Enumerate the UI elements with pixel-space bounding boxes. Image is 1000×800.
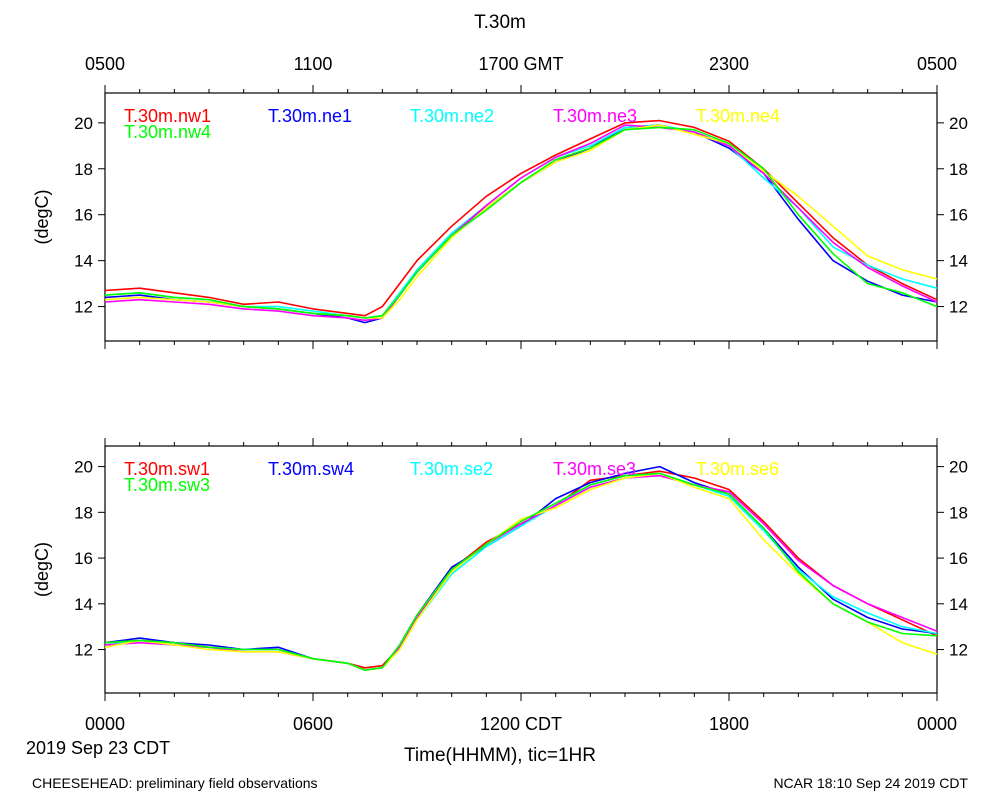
y-tick-label: 20 <box>949 114 968 133</box>
bottom-x-tick-label: 0000 <box>85 714 125 734</box>
legend-item-T.30m.se6: T.30m.se6 <box>696 459 779 479</box>
top-x-tick-label: 0500 <box>917 54 957 74</box>
bottom-x-tick-label: 0600 <box>293 714 333 734</box>
legend-item-T.30m.ne1: T.30m.ne1 <box>268 106 352 126</box>
bottom-x-tick-label: 1800 <box>709 714 749 734</box>
series-line-T.30m.nw4 <box>104 126 938 319</box>
y-tick-label: 12 <box>74 298 93 317</box>
y-tick-label: 16 <box>949 549 968 568</box>
legend-item-T.30m.sw3: T.30m.sw3 <box>124 475 210 495</box>
top-x-tick-label: 0500 <box>85 54 125 74</box>
legend-item-T.30m.nw1: T.30m.nw1 <box>124 106 211 126</box>
top-x-tick-label: 1100 <box>294 54 333 74</box>
date-label: 2019 Sep 23 CDT <box>26 738 171 758</box>
top-x-tick-label: 1700 GMT <box>478 54 563 74</box>
y-tick-label: 20 <box>74 114 93 133</box>
series-line-T.30m.se2 <box>104 472 938 671</box>
top-x-tick-label: 2300 <box>709 54 749 74</box>
legend-item-T.30m.nw4: T.30m.nw4 <box>124 122 211 142</box>
series-line-T.30m.ne3 <box>104 124 938 322</box>
bottom-x-tick-label: 0000 <box>917 714 957 734</box>
series-line-T.30m.nw1 <box>104 119 938 317</box>
y-tick-label: 14 <box>949 595 968 614</box>
footer-timestamp: NCAR 18:10 Sep 24 2019 CDT <box>773 775 968 791</box>
legend-item-T.30m.se3: T.30m.se3 <box>553 459 636 479</box>
y-tick-label: 20 <box>949 458 968 477</box>
chart-title: T.30m <box>474 12 526 33</box>
y-tick-label: 18 <box>949 160 968 179</box>
y-axis-label: (degC) <box>32 542 52 597</box>
y-tick-label: 16 <box>949 206 968 225</box>
series-line-T.30m.sw3 <box>104 472 938 671</box>
bottom-x-tick-label: 1200 CDT <box>480 714 562 734</box>
series-line-T.30m.se6 <box>104 472 938 671</box>
y-tick-label: 20 <box>74 458 93 477</box>
legend-item-T.30m.ne4: T.30m.ne4 <box>696 106 780 126</box>
y-tick-label: 18 <box>74 503 93 522</box>
y-tick-label: 18 <box>74 160 93 179</box>
legend-item-T.30m.sw1: T.30m.sw1 <box>124 459 210 479</box>
y-tick-label: 12 <box>74 641 93 660</box>
y-tick-label: 18 <box>949 503 968 522</box>
legend-item-T.30m.sw4: T.30m.sw4 <box>268 459 354 479</box>
series-line-T.30m.se3 <box>104 474 938 671</box>
legend-item-T.30m.ne3: T.30m.ne3 <box>553 106 637 126</box>
legend-item-T.30m.se2: T.30m.se2 <box>410 459 493 479</box>
footer-project: CHEESEHEAD: preliminary field observatio… <box>32 775 318 791</box>
x-axis-label: Time(HHMM), tic=1HR <box>404 745 596 766</box>
y-tick-label: 16 <box>74 206 93 225</box>
y-tick-label: 12 <box>949 298 968 317</box>
y-tick-label: 14 <box>74 595 93 614</box>
y-tick-label: 12 <box>949 641 968 660</box>
legend-item-T.30m.ne2: T.30m.ne2 <box>410 106 494 126</box>
y-tick-label: 14 <box>74 252 93 271</box>
y-tick-label: 14 <box>949 252 968 271</box>
y-tick-label: 16 <box>74 549 93 568</box>
y-axis-label: (degC) <box>32 189 52 244</box>
